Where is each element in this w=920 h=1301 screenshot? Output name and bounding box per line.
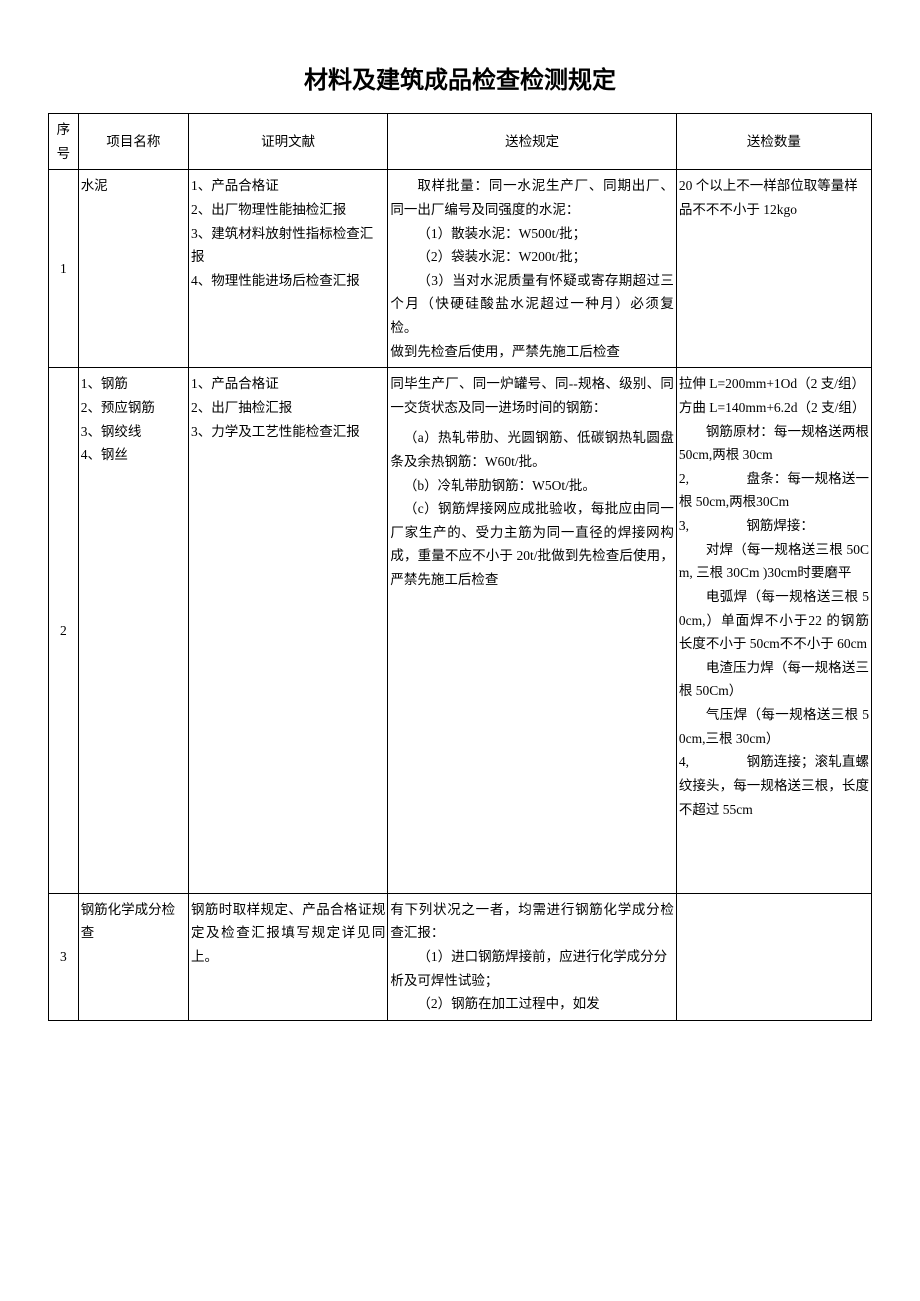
table-row: 2 1、钢筋 2、预应钢筋 3、钢绞线 4、钢丝 1、产品合格证 2、出厂抽检汇… [49, 368, 872, 893]
inspection-table: 序号 项目名称 证明文献 送检规定 送检数量 1 水泥 1、产品合格证 2、出厂… [48, 113, 872, 1021]
table-row: 1 水泥 1、产品合格证 2、出厂物理性能抽检汇报 3、建筑材料放射性指标检查汇… [49, 170, 872, 368]
cell-qty: 20 个以上不一样部位取等量样品不不不小于 12kgo [676, 170, 871, 368]
rule-line: （2）钢筋在加工过程中，如发 [390, 992, 673, 1016]
cell-name: 钢筋化学成分检查 [78, 893, 188, 1020]
cell-rule: 同毕生产厂、同一炉罐号、同--规格、级别、同一交货状态及同一进场时间的钢筋： （… [388, 368, 676, 893]
qty-line: 方曲 L=140mm+6.2d（2 支/组） [679, 396, 869, 420]
rule-line: （c）钢筋焊接网应成批验收，每批应由同一厂家生产的、受力主筋为同一直径的焊接网构… [390, 497, 673, 592]
qty-line: 电弧焊（每一规格送三根 50cm,）单面焊不小于22 的钢筋长度不小于 50cm… [679, 585, 869, 656]
cell-doc: 钢筋时取样规定、产品合格证规定及检查汇报填写规定详见同上。 [188, 893, 387, 1020]
rule-line: 做到先检查后使用，严禁先施工后检查 [390, 340, 673, 364]
doc-line: 2、出厂物理性能抽检汇报 [191, 198, 385, 222]
qty-line: 电渣压力焊（每一规格送三根 50Cm） [679, 656, 869, 703]
qty-text: 钢筋连接；滚轧直螺纹接头，每一规格送三根，长度不超过 55cm [679, 754, 869, 816]
qty-text: 钢筋焊接： [746, 518, 814, 533]
qty-line: 气压焊（每一规格送三根 50cm,三根 30cm） [679, 703, 869, 750]
cell-qty: 拉伸 L=200mm+1Od（2 支/组） 方曲 L=140mm+6.2d（2 … [676, 368, 871, 893]
name-line: 3、钢绞线 [81, 420, 186, 444]
qty-line: 对焊（每一规格送三根 50Cm, 三根 30Cm )30cm时要磨平 [679, 538, 869, 585]
name-line: 2、预应钢筋 [81, 396, 186, 420]
cell-name: 1、钢筋 2、预应钢筋 3、钢绞线 4、钢丝 [78, 368, 188, 893]
table-header-row: 序号 项目名称 证明文献 送检规定 送检数量 [49, 114, 872, 170]
qty-text: 盘条：每一规格送一根 50cm,两根30Cm [679, 471, 869, 510]
cell-seq: 1 [49, 170, 79, 368]
name-line: 1、钢筋 [81, 372, 186, 396]
qty-line: 3, 钢筋焊接： [679, 514, 869, 538]
doc-line: 3、力学及工艺性能检查汇报 [191, 420, 385, 444]
doc-line: 2、出厂抽检汇报 [191, 396, 385, 420]
qty-line: 4, 钢筋连接；滚轧直螺纹接头，每一规格送三根，长度不超过 55cm [679, 750, 869, 821]
rule-line: （3）当对水泥质量有怀疑或寄存期超过三个月（快硬硅酸盐水泥超过一种月）必须复检。 [390, 269, 673, 340]
cell-seq: 2 [49, 368, 79, 893]
col-header-name: 项目名称 [78, 114, 188, 170]
rule-para: 同毕生产厂、同一炉罐号、同--规格、级别、同一交货状态及同一进场时间的钢筋： [390, 372, 673, 419]
cell-seq: 3 [49, 893, 79, 1020]
qty-num: 2, [679, 467, 699, 491]
rule-line: （a）热轧带肋、光圆钢筋、低碳钢热轧圆盘条及余热钢筋：W60t/批。 [390, 426, 673, 473]
name-line: 4、钢丝 [81, 443, 186, 467]
qty-num: 4, [679, 750, 699, 774]
col-header-seq: 序号 [49, 114, 79, 170]
cell-rule: 取样批量：同一水泥生产厂、同期出厂、同一出厂编号及同强度的水泥： （1）散装水泥… [388, 170, 676, 368]
cell-rule: 有下列状况之一者，均需进行钢筋化学成分检查汇报： （1）进口钢筋焊接前，应进行化… [388, 893, 676, 1020]
rule-para: 有下列状况之一者，均需进行钢筋化学成分检查汇报： [390, 898, 673, 945]
rule-line: （1）散装水泥：W500t/批； [390, 222, 673, 246]
doc-line: 1、产品合格证 [191, 174, 385, 198]
qty-line: 钢筋原材：每一规格送两根 50cm,两根 30cm [679, 420, 869, 467]
cell-doc: 1、产品合格证 2、出厂物理性能抽检汇报 3、建筑材料放射性指标检查汇报 4、物… [188, 170, 387, 368]
col-header-qty: 送检数量 [676, 114, 871, 170]
rule-line: （1）进口钢筋焊接前，应进行化学成分分析及可焊性试验； [390, 945, 673, 992]
cell-qty [676, 893, 871, 1020]
doc-line: 4、物理性能进场后检查汇报 [191, 269, 385, 293]
qty-line: 2, 盘条：每一规格送一根 50cm,两根30Cm [679, 467, 869, 514]
rule-line: （b）冷轧带肋钢筋：W5Ot/批。 [390, 474, 673, 498]
qty-num: 3, [679, 514, 699, 538]
qty-line: 拉伸 L=200mm+1Od（2 支/组） [679, 372, 869, 396]
doc-line: 3、建筑材料放射性指标检查汇报 [191, 222, 385, 269]
col-header-doc: 证明文献 [188, 114, 387, 170]
col-header-rule: 送检规定 [388, 114, 676, 170]
cell-name: 水泥 [78, 170, 188, 368]
rule-line: （2）袋装水泥：W200t/批； [390, 245, 673, 269]
page-title: 材料及建筑成品检查检测规定 [48, 60, 872, 95]
doc-line: 1、产品合格证 [191, 372, 385, 396]
rule-para: 取样批量：同一水泥生产厂、同期出厂、同一出厂编号及同强度的水泥： [390, 174, 673, 221]
table-row: 3 钢筋化学成分检查 钢筋时取样规定、产品合格证规定及检查汇报填写规定详见同上。… [49, 893, 872, 1020]
cell-doc: 1、产品合格证 2、出厂抽检汇报 3、力学及工艺性能检查汇报 [188, 368, 387, 893]
